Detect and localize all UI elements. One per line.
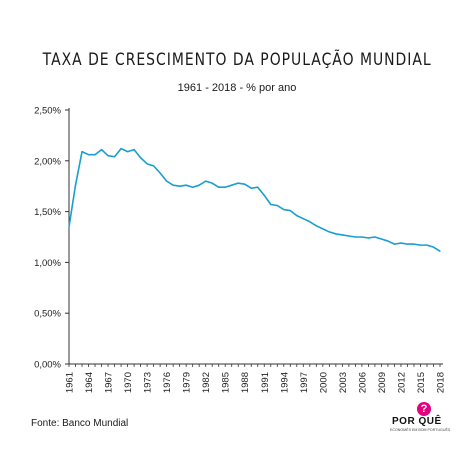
data-point	[231, 184, 233, 186]
data-point	[120, 148, 122, 150]
data-point	[263, 194, 265, 196]
data-point	[159, 172, 161, 174]
source-note: Fonte: Banco Mundial	[31, 418, 129, 429]
data-point	[380, 238, 383, 240]
data-point	[322, 228, 324, 230]
data-point	[367, 237, 370, 239]
data-point	[419, 244, 422, 246]
data-point	[133, 149, 135, 151]
x-tick-label: 1973	[143, 372, 154, 393]
data-point	[172, 184, 174, 186]
x-tick-label: 2015	[416, 372, 427, 393]
data-point	[354, 236, 356, 238]
y-tick-label: 1,00%	[34, 258, 61, 269]
x-tick-label: 1976	[162, 372, 173, 393]
series-group	[68, 147, 441, 252]
y-tick-label: 2,50%	[34, 106, 61, 117]
data-point	[153, 165, 155, 167]
porque-logo: ? POR QUÊ ECONOMÊS EM BOM PORTUGUÊS	[388, 402, 458, 434]
series-line	[68, 147, 441, 252]
data-point	[139, 157, 142, 159]
data-point	[185, 184, 187, 186]
x-tick-label: 1988	[240, 372, 251, 393]
data-point	[348, 235, 350, 237]
data-point	[224, 186, 226, 188]
data-point	[432, 246, 435, 248]
question-mark-icon: ?	[417, 402, 431, 416]
data-point	[387, 240, 389, 242]
data-point	[87, 154, 90, 156]
data-point	[289, 209, 291, 212]
data-point	[166, 180, 168, 182]
data-point	[361, 236, 363, 238]
x-tick-label: 2018	[436, 372, 447, 393]
data-point	[107, 155, 109, 157]
data-point	[250, 187, 252, 189]
y-tick-label: 2,00%	[34, 156, 61, 167]
x-tick-label: 2009	[377, 372, 388, 393]
data-point	[126, 151, 129, 153]
x-tick-label: 1982	[201, 372, 212, 393]
data-point	[74, 184, 77, 186]
data-point	[276, 204, 278, 207]
logo-tagline: ECONOMÊS EM BOM PORTUGUÊS	[390, 428, 451, 432]
data-point	[270, 203, 272, 206]
x-tick-label: 1961	[65, 372, 76, 393]
x-tick-label: 2000	[318, 372, 329, 393]
data-point	[192, 186, 194, 188]
y-axis: 0,00% 0,50% 1,00% 1,50% 2,00% 2,50%	[34, 106, 70, 371]
x-tick-label: 1997	[299, 372, 310, 393]
y-tick-label: 0,00%	[34, 360, 61, 371]
x-tick-label: 1991	[260, 372, 271, 393]
data-point	[341, 234, 343, 236]
data-point	[393, 243, 396, 245]
data-point	[309, 221, 311, 223]
data-point	[439, 250, 441, 252]
data-point	[146, 163, 148, 165]
chart-subtitle: 1961 - 2018 - % por ano	[177, 82, 297, 94]
data-point	[205, 180, 207, 182]
data-point	[413, 243, 415, 245]
x-tick-label: 2003	[338, 372, 349, 393]
x-tick-label: 1985	[221, 372, 232, 393]
data-point	[400, 242, 402, 244]
y-tick-label: 1,50%	[34, 207, 61, 218]
x-tick-label: 1994	[279, 372, 290, 393]
data-point	[237, 182, 239, 184]
data-point	[68, 226, 70, 228]
chart-title: TAXA DE CRESCIMENTO DA POPULAÇÃO MUNDIAL	[42, 50, 432, 70]
data-point	[179, 185, 181, 187]
data-point	[198, 184, 200, 186]
data-point	[81, 151, 83, 153]
data-point	[257, 186, 259, 188]
x-tick-label: 2012	[396, 372, 407, 393]
logo-text: POR QUÊ	[392, 416, 442, 427]
data-point	[211, 182, 213, 184]
data-point	[94, 154, 96, 156]
data-point	[328, 231, 330, 233]
x-axis: 1961 1964 1967 1970 1973 1976 1979 1982 1985 1988…	[65, 363, 447, 393]
data-point	[100, 149, 103, 151]
data-point	[374, 236, 376, 238]
data-point	[426, 244, 428, 246]
data-point	[244, 183, 246, 185]
data-point	[302, 218, 304, 220]
x-tick-label: 1970	[123, 372, 134, 393]
data-point	[283, 208, 285, 211]
x-tick-label: 1964	[84, 372, 95, 393]
data-point	[335, 233, 337, 235]
data-point	[296, 215, 298, 217]
data-point	[113, 156, 116, 158]
x-tick-label: 1979	[182, 372, 193, 393]
x-tick-label: 1967	[104, 372, 115, 393]
data-point	[218, 186, 220, 188]
data-point	[315, 225, 317, 227]
x-tick-label: 2006	[357, 372, 368, 393]
y-tick-label: 0,50%	[34, 309, 61, 320]
data-point	[406, 243, 409, 245]
